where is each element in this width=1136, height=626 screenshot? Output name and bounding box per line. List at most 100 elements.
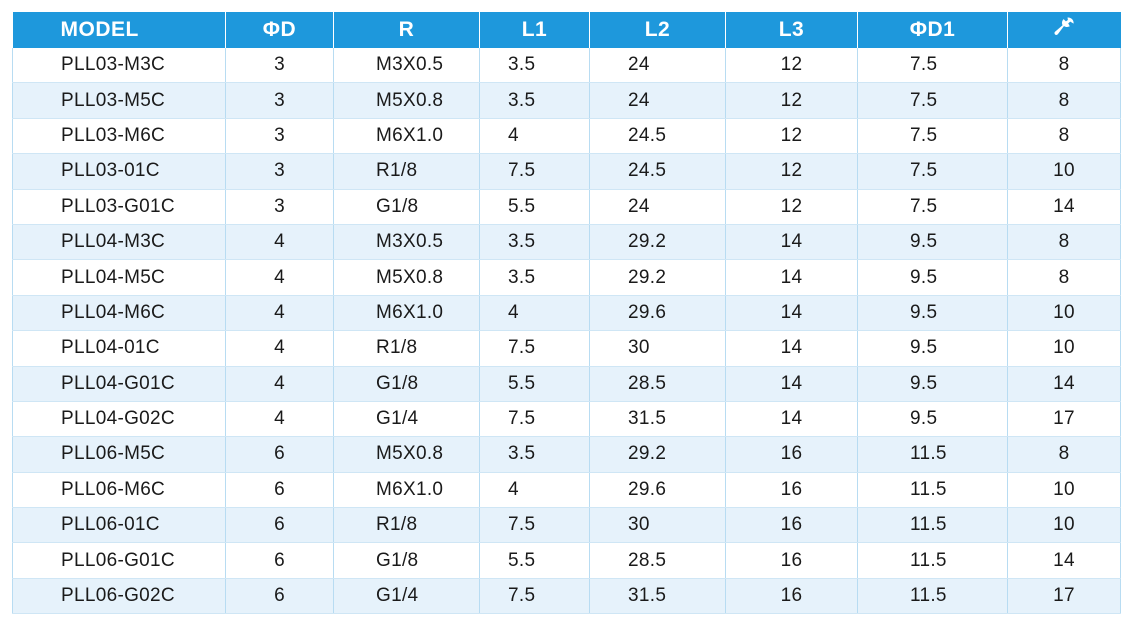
table-row: PLL03-M6C 3 M6X1.0 4 24.5 12 7.5 8 <box>12 118 1121 155</box>
cell-l1: 7.5 <box>479 330 590 367</box>
table-row: PLL06-M6C 6 M6X1.0 4 29.6 16 11.5 10 <box>12 472 1121 509</box>
cell-diameter: 6 <box>225 507 334 544</box>
cell-l1: 3.5 <box>479 82 590 119</box>
cell-thread: G1/4 <box>333 401 480 438</box>
cell-l2: 24.5 <box>589 118 726 155</box>
cell-diameter: 6 <box>225 472 334 509</box>
cell-model: PLL03-M5C <box>12 82 226 119</box>
cell-l3: 12 <box>725 118 858 155</box>
cell-l2: 29.6 <box>589 472 726 509</box>
cell-wrench-size: 10 <box>1007 295 1121 332</box>
cell-l1: 3.5 <box>479 224 590 261</box>
cell-wrench-size: 8 <box>1007 48 1121 84</box>
cell-thread: R1/8 <box>333 330 480 367</box>
cell-thread: M6X1.0 <box>333 472 480 509</box>
cell-l1: 3.5 <box>479 259 590 296</box>
cell-l3: 12 <box>725 82 858 119</box>
header-l1: L1 <box>479 12 590 48</box>
cell-l1: 4 <box>479 118 590 155</box>
cell-l3: 16 <box>725 578 858 615</box>
cell-model: PLL04-G02C <box>12 401 226 438</box>
cell-thread: M5X0.8 <box>333 436 480 473</box>
cell-l3: 16 <box>725 436 858 473</box>
cell-model: PLL04-M3C <box>12 224 226 261</box>
cell-model: PLL04-M5C <box>12 259 226 296</box>
cell-thread: G1/4 <box>333 578 480 615</box>
cell-diameter: 3 <box>225 82 334 119</box>
cell-l1: 7.5 <box>479 578 590 615</box>
cell-diameter-d1: 9.5 <box>857 366 1008 402</box>
cell-wrench-size: 8 <box>1007 224 1121 261</box>
cell-l3: 14 <box>725 224 858 261</box>
cell-wrench-size: 10 <box>1007 472 1121 509</box>
cell-thread: R1/8 <box>333 153 480 190</box>
header-l3: L3 <box>725 12 858 48</box>
cell-l3: 14 <box>725 366 858 402</box>
cell-diameter-d1: 7.5 <box>857 118 1008 155</box>
cell-wrench-size: 17 <box>1007 578 1121 615</box>
cell-diameter: 6 <box>225 436 334 473</box>
cell-diameter-d1: 11.5 <box>857 542 1008 579</box>
cell-l1: 7.5 <box>479 401 590 438</box>
cell-wrench-size: 17 <box>1007 401 1121 438</box>
cell-diameter-d1: 11.5 <box>857 507 1008 544</box>
cell-model: PLL06-G01C <box>12 542 226 579</box>
cell-model: PLL03-M3C <box>12 48 226 84</box>
table-row: PLL04-G02C 4 G1/4 7.5 31.5 14 9.5 17 <box>12 401 1121 438</box>
cell-thread: M3X0.5 <box>333 224 480 261</box>
header-wrench-size <box>1007 12 1121 48</box>
cell-l3: 12 <box>725 153 858 190</box>
cell-model: PLL04-G01C <box>12 366 226 402</box>
cell-model: PLL03-M6C <box>12 118 226 155</box>
cell-wrench-size: 14 <box>1007 542 1121 579</box>
cell-diameter: 4 <box>225 224 334 261</box>
cell-model: PLL06-M5C <box>12 436 226 473</box>
cell-l2: 31.5 <box>589 578 726 615</box>
header-diameter-d1: ΦD1 <box>857 12 1008 48</box>
table-row: PLL03-01C 3 R1/8 7.5 24.5 12 7.5 10 <box>12 153 1121 190</box>
cell-diameter: 4 <box>225 259 334 296</box>
cell-l1: 5.5 <box>479 542 590 579</box>
wrench-icon <box>1053 16 1075 44</box>
cell-l3: 14 <box>725 330 858 367</box>
cell-l1: 4 <box>479 295 590 332</box>
cell-thread: M6X1.0 <box>333 118 480 155</box>
cell-l3: 16 <box>725 542 858 579</box>
cell-model: PLL04-01C <box>12 330 226 367</box>
cell-diameter: 4 <box>225 295 334 332</box>
cell-diameter-d1: 7.5 <box>857 189 1008 225</box>
cell-l3: 12 <box>725 48 858 84</box>
cell-l1: 7.5 <box>479 153 590 190</box>
table-row: PLL03-M3C 3 M3X0.5 3.5 24 12 7.5 8 <box>12 48 1121 84</box>
cell-wrench-size: 8 <box>1007 436 1121 473</box>
cell-l3: 14 <box>725 259 858 296</box>
cell-diameter: 4 <box>225 330 334 367</box>
cell-l1: 4 <box>479 472 590 509</box>
cell-diameter: 6 <box>225 578 334 615</box>
table-row: PLL04-M5C 4 M5X0.8 3.5 29.2 14 9.5 8 <box>12 259 1121 296</box>
cell-diameter-d1: 9.5 <box>857 330 1008 367</box>
table-row: PLL03-M5C 3 M5X0.8 3.5 24 12 7.5 8 <box>12 82 1121 119</box>
cell-diameter-d1: 11.5 <box>857 436 1008 473</box>
header-model: MODEL <box>12 12 226 48</box>
cell-thread: G1/8 <box>333 366 480 402</box>
table-row: PLL06-G01C 6 G1/8 5.5 28.5 16 11.5 14 <box>12 542 1121 579</box>
header-thread: R <box>333 12 480 48</box>
cell-model: PLL06-01C <box>12 507 226 544</box>
table-row: PLL06-01C 6 R1/8 7.5 30 16 11.5 10 <box>12 507 1121 544</box>
cell-diameter-d1: 9.5 <box>857 295 1008 332</box>
cell-diameter-d1: 11.5 <box>857 472 1008 509</box>
cell-model: PLL04-M6C <box>12 295 226 332</box>
cell-model: PLL03-G01C <box>12 189 226 225</box>
cell-wrench-size: 14 <box>1007 366 1121 402</box>
cell-thread: M5X0.8 <box>333 259 480 296</box>
cell-l3: 12 <box>725 189 858 225</box>
cell-l2: 24 <box>589 48 726 84</box>
specification-table: MODEL ΦD R L1 L2 L3 ΦD1 PLL03-M3C 3 M3X0.5… <box>12 12 1121 615</box>
table-body: PLL03-M3C 3 M3X0.5 3.5 24 12 7.5 8 PLL03-M5C 3 M5X… <box>12 48 1121 615</box>
cell-diameter-d1: 9.5 <box>857 224 1008 261</box>
table-row: PLL04-01C 4 R1/8 7.5 30 14 9.5 10 <box>12 330 1121 367</box>
cell-model: PLL06-M6C <box>12 472 226 509</box>
cell-l2: 24 <box>589 189 726 225</box>
cell-l2: 24 <box>589 82 726 119</box>
